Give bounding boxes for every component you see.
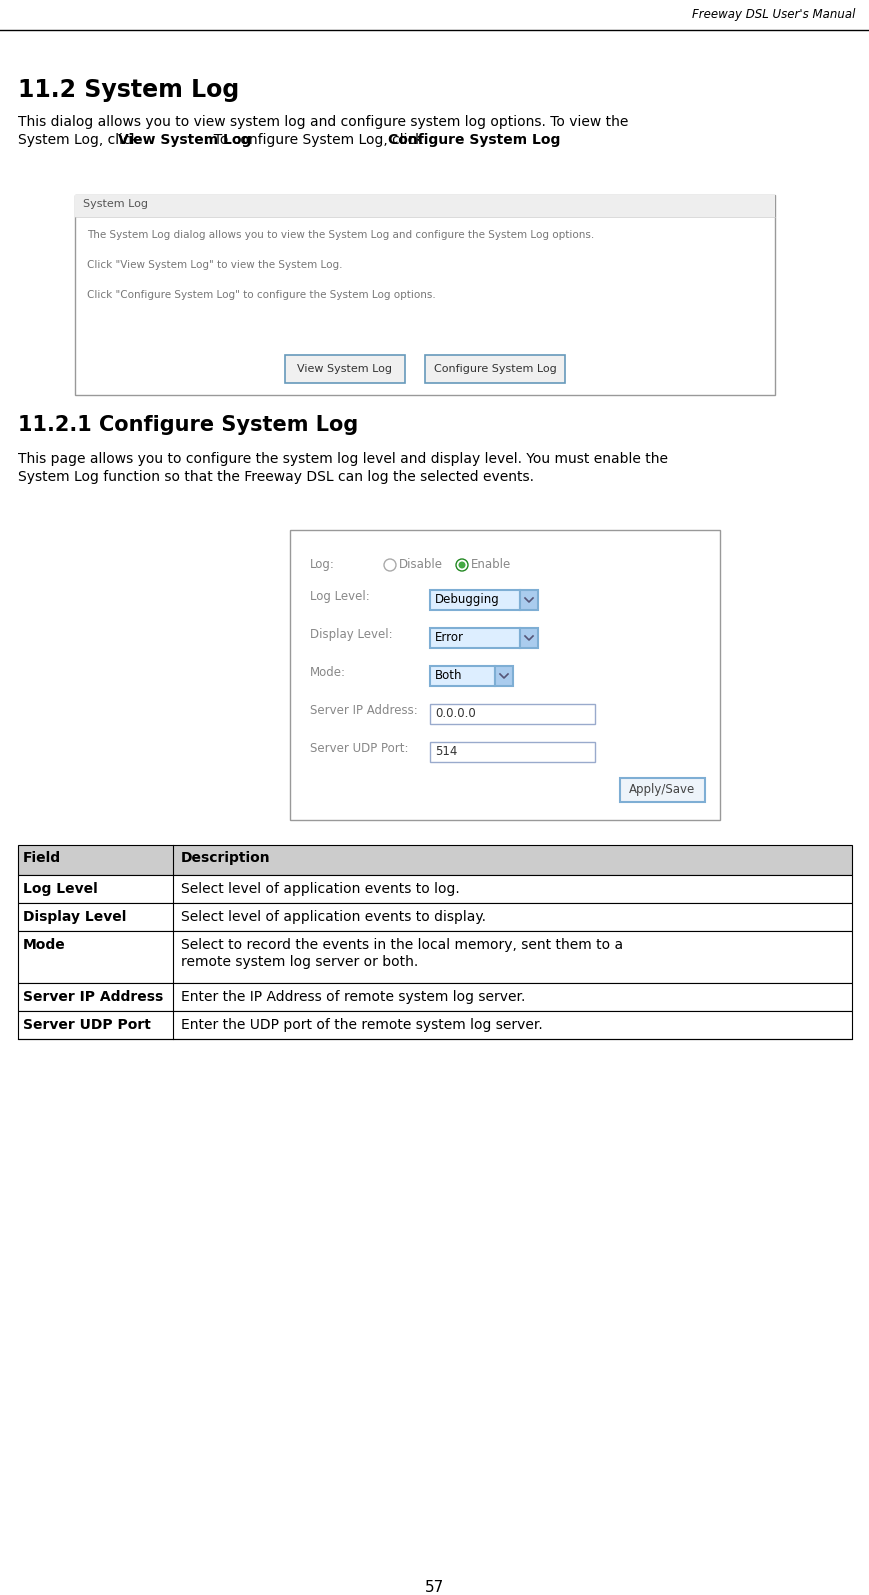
Text: System Log: System Log [83, 199, 148, 209]
Text: Server IP Address:: Server IP Address: [309, 703, 417, 718]
Text: Display Level: Display Level [23, 911, 126, 924]
Text: Apply/Save: Apply/Save [628, 783, 695, 796]
Bar [289, 530, 720, 820]
Text: This page allows you to configure the system log level and display level. You mu: This page allows you to configure the sy… [18, 451, 667, 466]
Bar [429, 590, 520, 609]
Bar [18, 931, 851, 983]
Text: Mode:: Mode: [309, 667, 346, 679]
Bar [425, 356, 564, 383]
Text: Select level of application events to log.: Select level of application events to lo… [181, 882, 459, 896]
Bar [18, 983, 851, 1011]
Bar [429, 667, 494, 686]
Text: Click "Configure System Log" to configure the System Log options.: Click "Configure System Log" to configur… [87, 290, 435, 300]
Text: Mode: Mode [23, 938, 66, 952]
Text: 514: 514 [434, 745, 457, 758]
Text: Both: Both [434, 668, 462, 683]
Text: . To configure System Log, click: . To configure System Log, click [205, 132, 428, 147]
Text: System Log function so that the Freeway DSL can log the selected events.: System Log function so that the Freeway … [18, 471, 534, 483]
Bar [620, 778, 704, 802]
Text: View System Log: View System Log [297, 364, 392, 373]
Text: Server UDP Port: Server UDP Port [23, 1018, 150, 1032]
Text: The System Log dialog allows you to view the System Log and configure the System: The System Log dialog allows you to view… [87, 230, 594, 239]
Bar [494, 667, 513, 686]
Text: Log Level: Log Level [23, 882, 97, 896]
Text: Disable: Disable [399, 558, 442, 571]
Circle shape [455, 558, 468, 571]
Bar [429, 703, 594, 724]
Text: Error: Error [434, 632, 463, 644]
Text: 11.2.1 Configure System Log: 11.2.1 Configure System Log [18, 415, 358, 435]
Text: Debugging: Debugging [434, 593, 499, 606]
Text: Log Level:: Log Level: [309, 590, 369, 603]
Text: This dialog allows you to view system log and configure system log options. To v: This dialog allows you to view system lo… [18, 115, 627, 129]
Text: 57: 57 [425, 1581, 444, 1595]
Text: Select level of application events to display.: Select level of application events to di… [181, 911, 486, 924]
Circle shape [458, 561, 465, 568]
Text: Configure System Log: Configure System Log [433, 364, 556, 373]
Text: 11.2 System Log: 11.2 System Log [18, 78, 239, 102]
Bar [520, 590, 537, 609]
Text: Freeway DSL User's Manual: Freeway DSL User's Manual [691, 8, 854, 21]
Bar [520, 628, 537, 648]
Text: System Log, click: System Log, click [18, 132, 143, 147]
Text: Server UDP Port:: Server UDP Port: [309, 742, 408, 754]
Text: Display Level:: Display Level: [309, 628, 392, 641]
Bar [18, 876, 851, 903]
Text: Enable: Enable [470, 558, 511, 571]
Bar [429, 742, 594, 762]
Bar [18, 903, 851, 931]
Text: remote system log server or both.: remote system log server or both. [181, 955, 418, 970]
Bar [285, 356, 405, 383]
Text: Field: Field [23, 852, 61, 864]
Circle shape [383, 558, 395, 571]
Text: Log:: Log: [309, 558, 335, 571]
Text: View System Log: View System Log [118, 132, 251, 147]
Text: 0.0.0.0: 0.0.0.0 [434, 707, 475, 719]
Text: Description: Description [181, 852, 270, 864]
Bar [75, 195, 774, 396]
Text: Select to record the events in the local memory, sent them to a: Select to record the events in the local… [181, 938, 622, 952]
Bar [429, 628, 520, 648]
Text: Enter the UDP port of the remote system log server.: Enter the UDP port of the remote system … [181, 1018, 542, 1032]
Text: .: . [504, 132, 509, 147]
Text: Click "View System Log" to view the System Log.: Click "View System Log" to view the Syst… [87, 260, 342, 270]
Text: Server IP Address: Server IP Address [23, 990, 163, 1003]
Text: Enter the IP Address of remote system log server.: Enter the IP Address of remote system lo… [181, 990, 525, 1003]
Bar [18, 845, 851, 876]
Text: Configure System Log: Configure System Log [388, 132, 561, 147]
Bar [18, 1011, 851, 1038]
Bar [75, 195, 774, 217]
